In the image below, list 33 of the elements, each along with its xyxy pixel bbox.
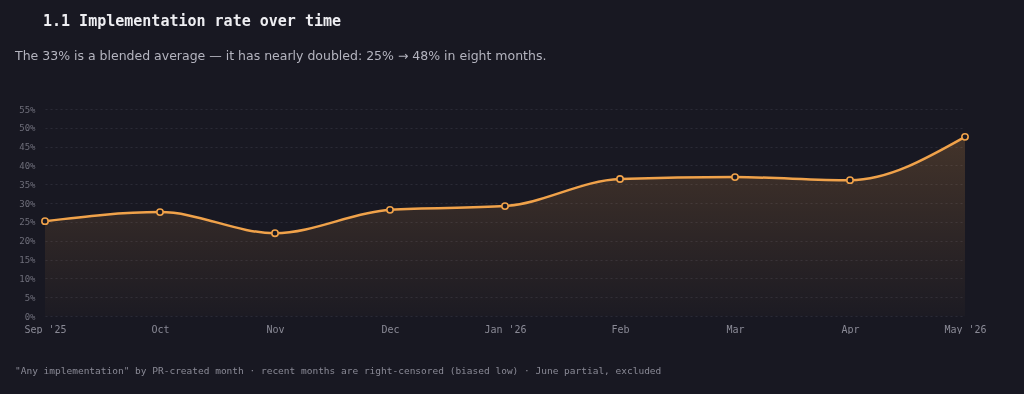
y-tick-label: 45%: [19, 142, 37, 153]
point: [846, 176, 854, 185]
y-tick-label: 50%: [19, 123, 37, 134]
x-tick-label: May '26: [944, 323, 987, 335]
point: [41, 217, 49, 226]
y-tick-label: 20%: [19, 236, 37, 247]
y-tick-label: 30%: [19, 198, 37, 209]
x-tick-label: Nov: [266, 323, 285, 335]
y-tick-label: 40%: [19, 160, 37, 171]
chart-subtitle: The 33% is a blended average — it has nearly doubled: 25% → 48% in eight months.: [15, 48, 547, 63]
x-tick-label: Jan '26: [484, 323, 527, 335]
x-tick-label: Dec: [381, 323, 400, 335]
x-tick-label: Mar: [726, 323, 745, 335]
point: [271, 229, 279, 238]
y-tick-label: 55%: [19, 104, 37, 115]
y-tick-label: 15%: [19, 255, 37, 266]
point: [386, 205, 394, 214]
x-tick-label: Apr: [841, 323, 860, 335]
point: [731, 173, 739, 182]
y-tick-label: 5%: [24, 292, 37, 303]
y-tick-label: 10%: [19, 273, 37, 284]
y-tick-label: 0%: [24, 311, 37, 322]
x-tick-label: Sep '25: [24, 323, 67, 335]
point: [156, 208, 164, 217]
text: "Any implementation" by PR-created month · recent months are right-censored (biased low) · June partial, excluded: [15, 365, 662, 376]
x-tick-label: Feb: [611, 323, 630, 335]
chart-title: 1.1 Implementation rate over time: [43, 12, 342, 30]
y-tick-label: 35%: [19, 179, 37, 190]
x-tick-label: Oct: [151, 323, 170, 335]
point: [961, 132, 969, 141]
y-tick-label: 25%: [19, 217, 37, 228]
point: [616, 175, 624, 183]
point: [501, 202, 509, 211]
